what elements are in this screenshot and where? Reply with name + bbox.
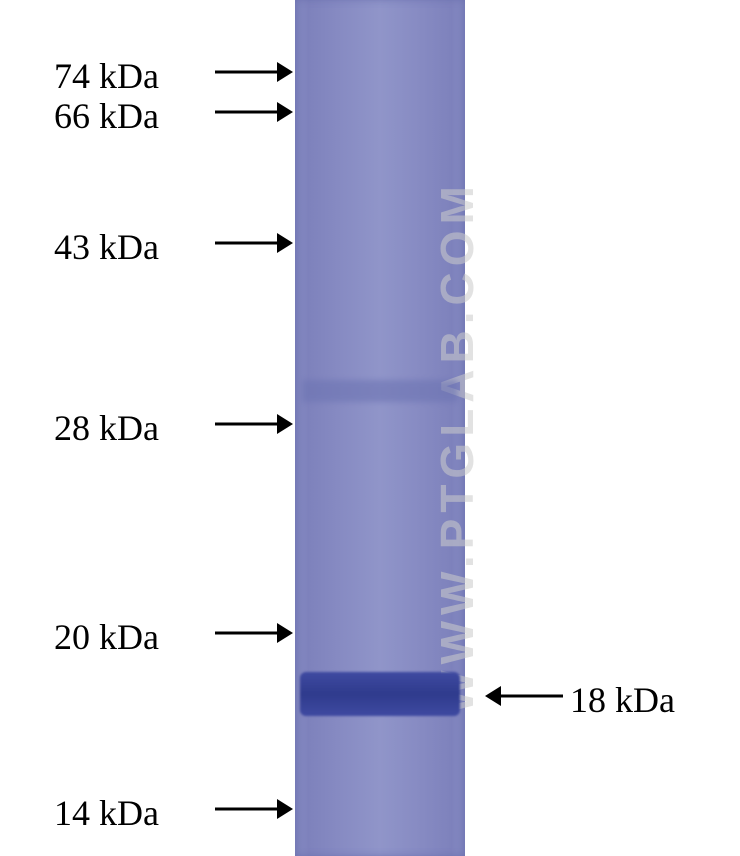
marker-label-20: 20 kDa <box>54 616 159 658</box>
marker-text: 74 kDa <box>54 56 159 96</box>
marker-label-43: 43 kDa <box>54 226 159 268</box>
arrow-icon <box>215 414 293 434</box>
result-label-18: 18 kDa <box>570 679 675 721</box>
gel-lane <box>295 0 465 856</box>
arrow-icon <box>215 799 293 819</box>
arrow-icon <box>215 623 293 643</box>
marker-label-14: 14 kDa <box>54 792 159 834</box>
arrow-icon <box>215 102 293 122</box>
marker-text: 20 kDa <box>54 617 159 657</box>
result-band <box>300 672 460 716</box>
marker-text: 66 kDa <box>54 96 159 136</box>
gel-image-container: WWW.PTGLAB.COM 74 kDa 66 kDa 43 kDa 28 k… <box>0 0 740 856</box>
marker-label-74: 74 kDa <box>54 55 159 97</box>
arrow-icon <box>215 62 293 82</box>
faint-band <box>302 380 458 402</box>
marker-text: 28 kDa <box>54 408 159 448</box>
marker-text: 43 kDa <box>54 227 159 267</box>
arrow-icon <box>215 233 293 253</box>
result-text: 18 kDa <box>570 680 675 720</box>
arrow-icon <box>485 686 563 706</box>
marker-label-28: 28 kDa <box>54 407 159 449</box>
marker-label-66: 66 kDa <box>54 95 159 137</box>
marker-text: 14 kDa <box>54 793 159 833</box>
